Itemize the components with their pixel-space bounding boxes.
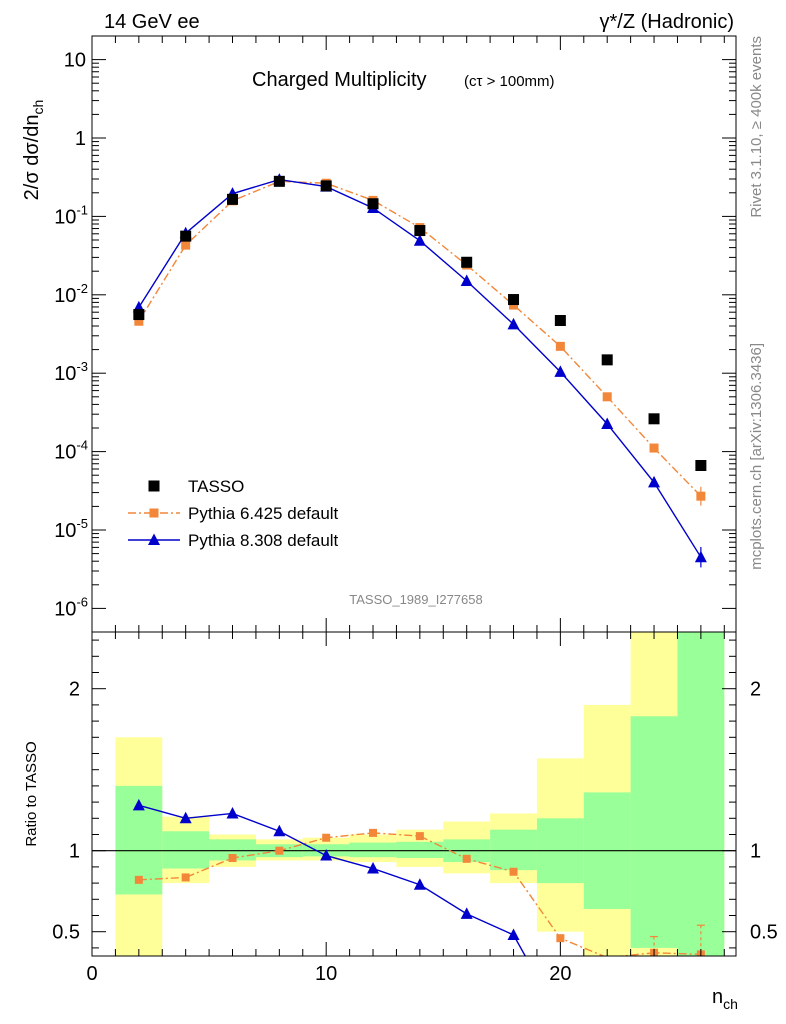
ratio-point [367, 862, 380, 874]
ratio-y-tick-label-right: 2 [750, 679, 761, 701]
data-point [555, 341, 565, 351]
ratio-point [369, 828, 378, 837]
data-point [649, 443, 659, 453]
ratio-y-tick-label: 0.5 [52, 922, 80, 944]
data-point [460, 274, 473, 286]
data-point [509, 300, 519, 310]
y-tick-label: 1 [75, 128, 86, 150]
y-tick-label: 10-2 [54, 281, 88, 307]
x-tick-label: 0 [86, 963, 97, 985]
data-point [461, 256, 473, 268]
ratio-point [322, 833, 331, 842]
ratio-point [179, 811, 192, 824]
legend-label: TASSO [188, 477, 244, 496]
data-point [133, 309, 145, 321]
ratio-point [273, 824, 286, 837]
legend-marker [149, 508, 159, 518]
ratio-y-tick-label-right: 0.5 [750, 922, 778, 944]
ratio-clipped [92, 632, 736, 956]
uncertainty-band-green [490, 829, 537, 871]
data-point [695, 459, 707, 471]
uncertainty-band-green [677, 632, 725, 956]
y-tick-label: 10-3 [54, 359, 88, 385]
ratio-plot-panel: 0.5 0.51 12 20 10 20 Ratio to TASSO nch [23, 631, 778, 1012]
uncertainty-band-green [396, 841, 444, 858]
ratio-point [507, 928, 520, 940]
y-tick-label: 10-6 [54, 594, 88, 620]
x-tick-label: 10 [315, 963, 337, 985]
analysis-watermark: TASSO_1989_I277658 [349, 592, 482, 607]
y-tick-label: 10-1 [54, 202, 88, 228]
data-point [554, 365, 567, 377]
data-point [554, 315, 566, 327]
ratio-point [413, 878, 426, 890]
data-point [648, 413, 660, 425]
main-y-axis-label: 2/σ dσ/dnch [21, 100, 46, 201]
ratio-point [181, 873, 190, 882]
ratio-point [415, 832, 424, 841]
legend-label: Pythia 8.308 default [188, 531, 339, 550]
ratio-point [556, 934, 565, 943]
y-tick-label: 10 [64, 50, 86, 72]
data-point [507, 317, 520, 330]
data-point [273, 175, 285, 187]
x-tick-label: 20 [549, 963, 571, 985]
data-point [601, 417, 614, 429]
ratio-point [134, 875, 143, 884]
rivet-label: Rivet 3.1.10, ≥ 400k events [748, 36, 765, 218]
data-point [227, 193, 239, 205]
uncertainty-band-green [630, 716, 678, 948]
legend-marker [148, 533, 160, 545]
ratio-series-line [138, 804, 526, 956]
header-left: 14 GeV ee [104, 11, 200, 33]
data-point [181, 240, 191, 250]
ratio-plot-data [92, 632, 736, 956]
y-tick-label: 10-4 [54, 438, 88, 464]
data-point [601, 354, 613, 366]
header-right: γ*/Z (Hadronic) [600, 11, 734, 33]
ratio-point [509, 867, 518, 876]
legend-label: Pythia 6.425 default [188, 504, 339, 523]
data-point [602, 392, 612, 402]
ratio-point [462, 854, 471, 863]
ratio-point [460, 907, 473, 919]
ratio-y-tick-label-right: 1 [750, 841, 761, 863]
uncertainty-band-green [209, 839, 256, 861]
ratio-axes: 0.5 0.51 12 20 10 20 [52, 632, 778, 985]
data-point [413, 234, 426, 246]
ratio-point [275, 846, 284, 855]
ratio-point [226, 806, 239, 819]
ratio-point [320, 849, 333, 861]
ratio-plot-frame [91, 631, 737, 957]
main-plot-data [132, 173, 707, 568]
uncertainty-band-green [349, 842, 397, 858]
legend-marker [148, 480, 160, 492]
data-point [180, 230, 192, 242]
y-tick-label: 10-5 [54, 516, 88, 542]
mcplots-label: mcplots.cern.ch [arXiv:1306.3436] [748, 343, 765, 570]
svg-text:nch: nch [712, 986, 738, 1012]
data-point [367, 198, 379, 210]
ratio-point [132, 798, 145, 811]
ratio-point [228, 853, 237, 862]
data-point [134, 316, 144, 326]
data-point [414, 225, 426, 237]
data-point [320, 180, 332, 192]
main-plot-panel: 10 1 10-1 10-2 10-3 10-4 10-5 10-6 Charged Mult… [21, 35, 737, 633]
svg-text:2/σ dσ/dnch: 2/σ dσ/dnch [21, 100, 46, 201]
plot-title: Charged Multiplicity [252, 69, 427, 91]
data-point [508, 294, 520, 306]
ratio-y-tick-label: 2 [69, 679, 80, 701]
uncertainty-band-green [162, 831, 210, 869]
legend: TASSO Pythia 6.425 default Pythia 8.308 de… [128, 477, 339, 550]
ratio-y-axis-label: Ratio to TASSO [23, 741, 40, 846]
ratio-y-tick-label: 1 [69, 841, 80, 863]
x-axis-label: nch [712, 986, 738, 1012]
plot-subtitle: (cτ > 100mm) [464, 73, 555, 90]
main-y-axis: 10 1 10-1 10-2 10-3 10-4 10-5 10-6 [54, 35, 736, 632]
data-point [648, 475, 661, 488]
